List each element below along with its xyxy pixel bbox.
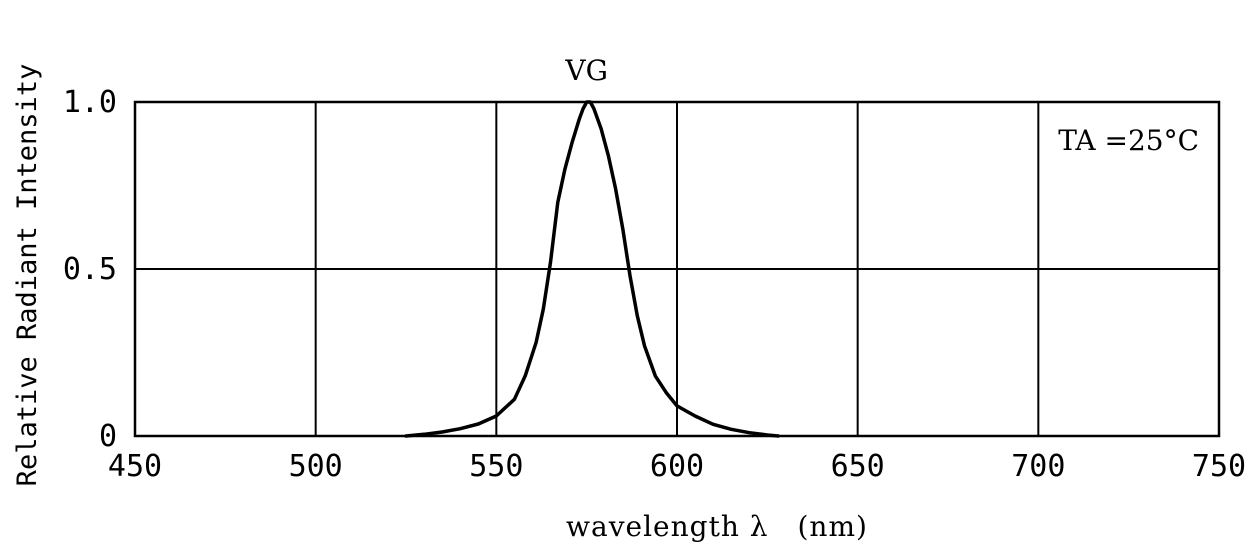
x-tick-label: 450 (108, 449, 162, 484)
y-axis-title: Relative Radiant Intensity (12, 64, 43, 487)
series-line-vg (404, 100, 780, 438)
x-tick-labels: 450 500 550 600 650 700 750 (108, 449, 1246, 484)
x-tick-label: 750 (1192, 449, 1246, 484)
y-tick-label: 1.0 (63, 85, 117, 120)
plot-frame (133, 100, 1221, 438)
series-label: VG (564, 54, 608, 87)
temperature-annotation: TA =25°C (1058, 124, 1199, 157)
x-tick-label: 700 (1011, 449, 1065, 484)
x-tick-label: 600 (650, 449, 704, 484)
grid-lines (135, 102, 1219, 436)
y-tick-label: 0.5 (63, 252, 117, 287)
x-tick-label: 550 (469, 449, 523, 484)
x-axis-title: wavelength λ (nm) (566, 510, 868, 543)
x-tick-label: 500 (289, 449, 343, 484)
y-tick-label: 0 (99, 419, 117, 454)
x-tick-label: 650 (831, 449, 885, 484)
y-tick-labels: 0 0.5 1.0 (63, 85, 117, 454)
